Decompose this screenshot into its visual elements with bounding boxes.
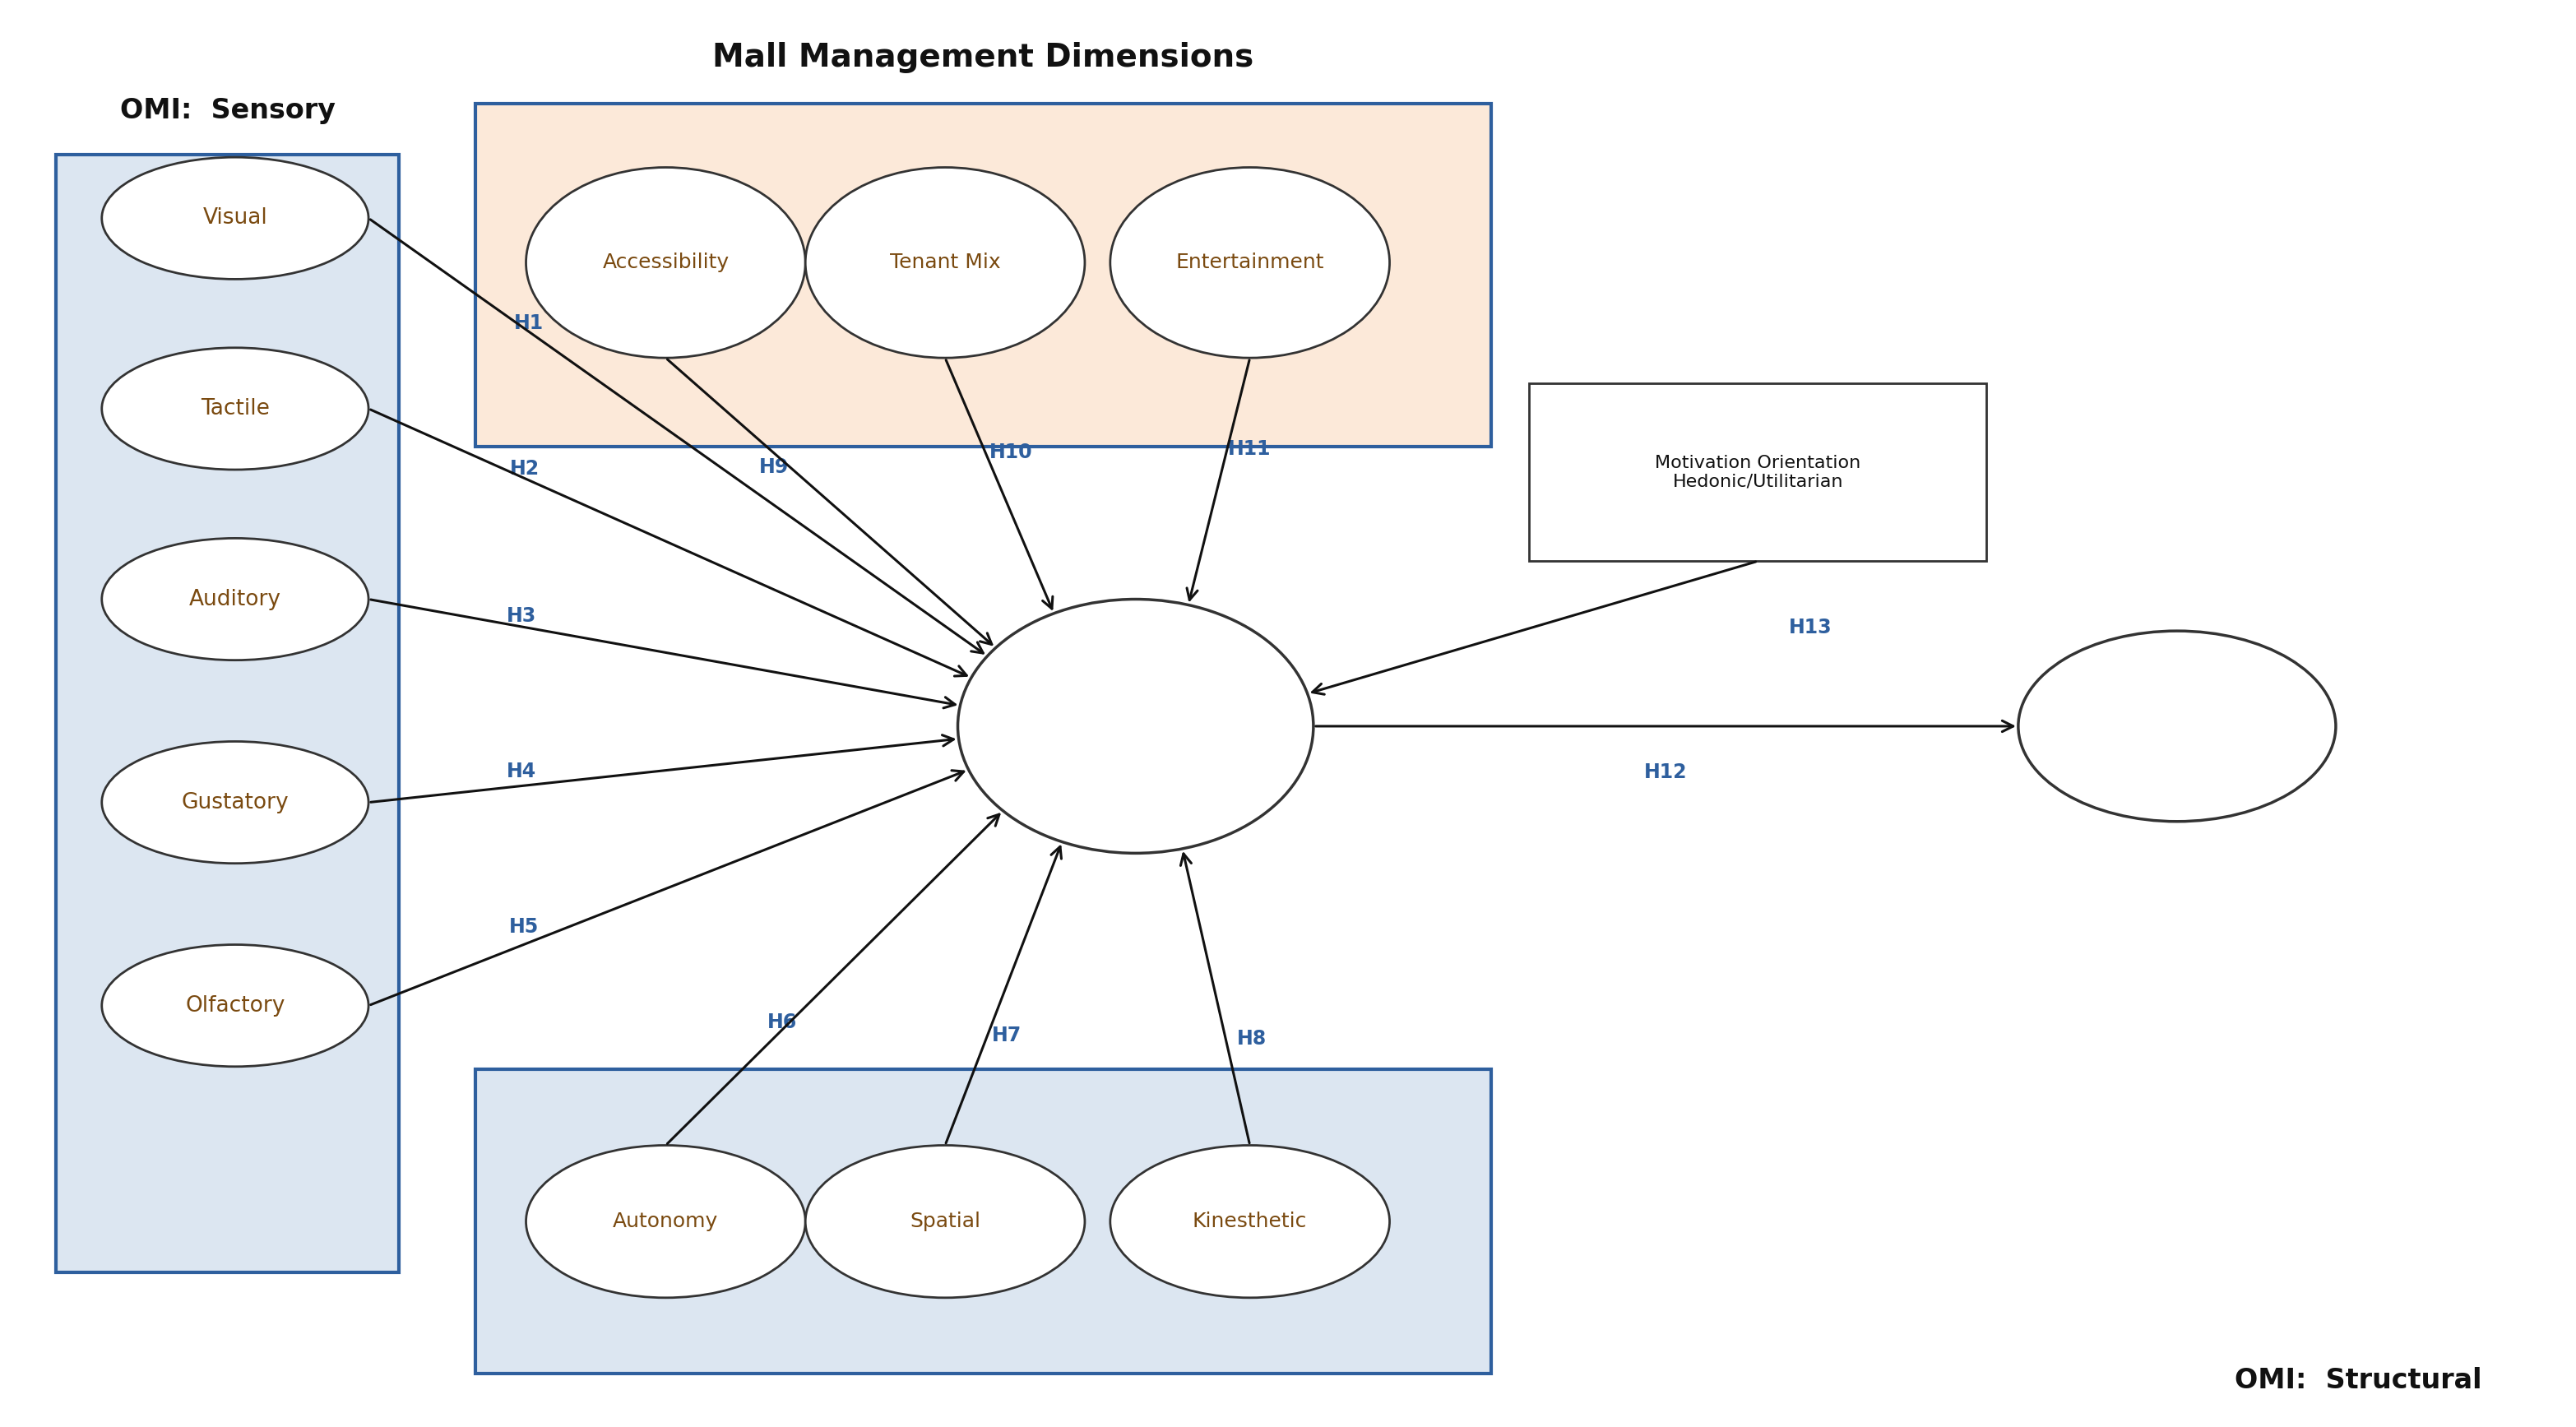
FancyBboxPatch shape — [57, 154, 399, 1273]
Ellipse shape — [526, 1146, 806, 1297]
Text: H6: H6 — [768, 1013, 796, 1033]
FancyBboxPatch shape — [474, 104, 1492, 447]
Text: H11: H11 — [1229, 440, 1270, 459]
Text: OMI:  Sensory: OMI: Sensory — [121, 97, 335, 124]
Ellipse shape — [103, 945, 368, 1066]
Ellipse shape — [1110, 1146, 1388, 1297]
Text: H8: H8 — [1236, 1029, 1267, 1049]
FancyBboxPatch shape — [1530, 384, 1986, 561]
Ellipse shape — [806, 1146, 1084, 1297]
Text: Shoppers'
Experience: Shoppers' Experience — [1074, 704, 1195, 749]
Ellipse shape — [2017, 631, 2336, 822]
Text: Spatial: Spatial — [909, 1212, 981, 1232]
Text: Tactile: Tactile — [201, 398, 270, 420]
Ellipse shape — [1110, 167, 1388, 358]
Text: Olfactory: Olfactory — [185, 995, 286, 1016]
Text: H3: H3 — [507, 606, 536, 626]
Text: H10: H10 — [989, 442, 1033, 462]
Text: H12: H12 — [1643, 762, 1687, 782]
Ellipse shape — [103, 348, 368, 469]
Text: H9: H9 — [760, 457, 788, 477]
Text: Auditory: Auditory — [188, 588, 281, 609]
Text: H2: H2 — [510, 459, 538, 478]
Text: H4: H4 — [507, 762, 536, 782]
Ellipse shape — [103, 157, 368, 280]
Text: Kinesthetic: Kinesthetic — [1193, 1212, 1306, 1232]
Text: Visual: Visual — [204, 207, 268, 228]
Text: Accessibility: Accessibility — [603, 253, 729, 273]
Text: Autonomy: Autonomy — [613, 1212, 719, 1232]
Text: Tenant Mix: Tenant Mix — [889, 253, 999, 273]
Text: Motivation Orientation
Hedonic/Utilitarian: Motivation Orientation Hedonic/Utilitari… — [1654, 454, 1860, 489]
Text: H1: H1 — [515, 313, 544, 332]
Text: Gustatory: Gustatory — [180, 792, 289, 813]
Text: Mall Management Dimensions: Mall Management Dimensions — [714, 43, 1255, 73]
Text: OMI:  Structural: OMI: Structural — [2233, 1367, 2481, 1394]
Ellipse shape — [526, 167, 806, 358]
FancyBboxPatch shape — [474, 1069, 1492, 1374]
Text: Mall Loyalty: Mall Loyalty — [2112, 715, 2241, 736]
Ellipse shape — [958, 599, 1314, 853]
Text: H7: H7 — [992, 1026, 1023, 1046]
Text: H13: H13 — [1788, 618, 1832, 638]
Ellipse shape — [103, 538, 368, 661]
Text: H5: H5 — [510, 918, 538, 936]
Ellipse shape — [103, 742, 368, 863]
Ellipse shape — [806, 167, 1084, 358]
Text: Entertainment: Entertainment — [1175, 253, 1324, 273]
